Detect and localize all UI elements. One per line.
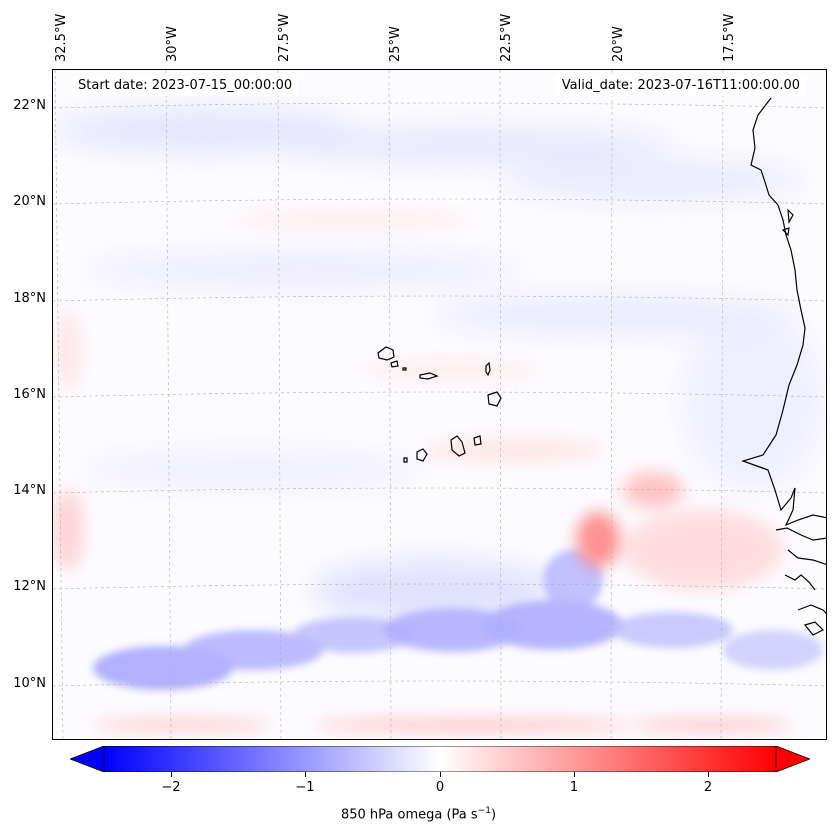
lat-label-20n: 20°N [13, 194, 46, 209]
colorbar-tick-label: −2 [161, 780, 181, 795]
colorbar-tick-label: 2 [703, 780, 713, 795]
lon-label-27.5w: 27.5°W [277, 13, 292, 62]
omega-map [52, 69, 827, 740]
lat-label-10n: 10°N [13, 676, 46, 691]
lat-label-12n: 12°N [13, 579, 46, 594]
lat-label-16n: 16°N [13, 387, 46, 402]
colorbar-tick-label: −1 [295, 780, 315, 795]
cape-verde-islands [377, 346, 502, 463]
lon-label-17.5w: 17.5°W [722, 13, 737, 62]
gridlines [53, 70, 826, 739]
negative-omega-areas [53, 108, 823, 620]
colorbar [68, 745, 812, 773]
colorbar-tick-mark [574, 772, 575, 777]
colorbar-title-exponent: −1 [477, 806, 491, 816]
lon-label-25w: 25°W [388, 26, 403, 62]
colorbar-tick-mark [305, 772, 306, 777]
positive-omega-areas [53, 210, 793, 731]
omega-field [53, 70, 826, 739]
colorbar-title-main: 850 hPa omega (Pa s [340, 807, 478, 823]
valid-date-label: Valid_date: 2023-07-16T11:00:00.00 [555, 76, 806, 96]
lon-label-30w: 30°W [165, 26, 180, 62]
colorbar-tick-mark [171, 772, 172, 777]
lat-label-22n: 22°N [13, 98, 46, 113]
lon-label-32.5w: 32.5°W [54, 13, 69, 62]
colorbar-min-extend [68, 745, 105, 773]
lon-label-20w: 20°W [611, 26, 626, 62]
convective-band [93, 550, 823, 690]
colorbar-tick-label: 1 [569, 780, 579, 795]
colorbar-tick-mark [708, 772, 709, 777]
colorbar-gradient [68, 745, 812, 773]
lat-label-18n: 18°N [13, 291, 46, 306]
colorbar-title: 850 hPa omega (Pa s−1) [0, 806, 837, 822]
lat-label-14n: 14°N [13, 483, 46, 498]
colorbar-tick-mark [440, 772, 441, 777]
lon-label-22.5w: 22.5°W [499, 13, 514, 62]
colorbar-max-extend [775, 745, 812, 773]
colorbar-title-end: ) [490, 807, 497, 823]
african-coastline [741, 97, 826, 636]
start-date-label: Start date: 2023-07-15_00:00:00 [72, 76, 299, 96]
colorbar-tick-label: 0 [435, 780, 445, 795]
